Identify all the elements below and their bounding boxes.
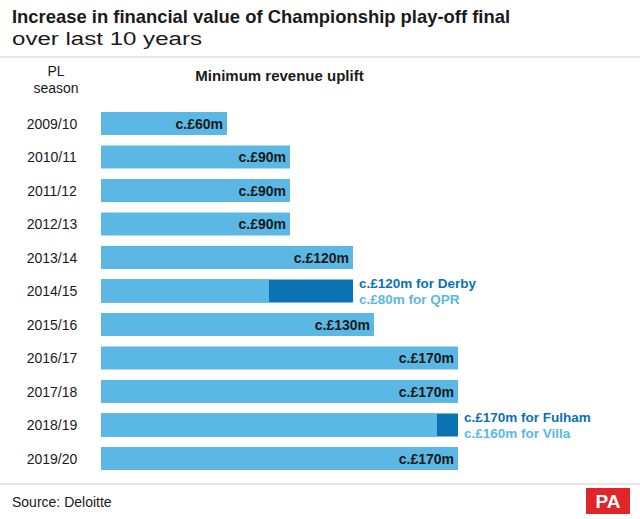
data-label: c.£170m bbox=[399, 350, 454, 366]
page: {"chart_data": { "type": "bar", "orienta… bbox=[0, 0, 640, 519]
data-label: c.£90m bbox=[239, 149, 286, 165]
bar bbox=[101, 146, 290, 169]
data-label: c.£80m for QPR bbox=[359, 292, 460, 307]
data-label: c.£160m for Villa bbox=[464, 426, 571, 441]
header-rule bbox=[0, 57, 640, 58]
bar bbox=[101, 246, 353, 269]
category-label: 2009/10 bbox=[27, 116, 78, 132]
bar bbox=[101, 112, 227, 135]
category-label: 2014/15 bbox=[27, 283, 78, 299]
bar bbox=[101, 380, 458, 403]
bar bbox=[101, 179, 290, 202]
data-label: c.£60m bbox=[176, 116, 223, 132]
category-label: 2012/13 bbox=[27, 216, 78, 232]
category-label: 2018/19 bbox=[27, 417, 78, 433]
x-axis-label: Minimum revenue uplift bbox=[195, 67, 363, 84]
category-label: 2019/20 bbox=[27, 451, 78, 467]
bar bbox=[101, 414, 437, 437]
footer-rule bbox=[0, 484, 640, 485]
category-label: 2010/11 bbox=[27, 149, 77, 165]
bar bbox=[101, 414, 458, 437]
bar bbox=[101, 313, 374, 336]
y-axis-label-line: PL bbox=[47, 63, 64, 79]
bar bbox=[101, 213, 290, 236]
y-axis-label-line: season bbox=[33, 80, 78, 96]
logo-box bbox=[586, 488, 630, 514]
bars bbox=[101, 112, 458, 470]
data-label: c.£170m bbox=[399, 451, 454, 467]
bar bbox=[101, 280, 353, 303]
bar bbox=[101, 280, 269, 303]
data-label: c.£170m for Fulham bbox=[464, 410, 591, 425]
logo: PA bbox=[596, 491, 621, 512]
data-label: c.£90m bbox=[239, 183, 286, 199]
bar bbox=[101, 347, 458, 370]
y-axis-label: PLseason bbox=[33, 63, 78, 96]
data-label: c.£120m bbox=[294, 250, 349, 266]
subtitle: over last 10 years bbox=[12, 29, 202, 49]
category-label: 2016/17 bbox=[27, 350, 78, 366]
chart: Increase in financial value of Champions… bbox=[0, 0, 640, 519]
category-label: 2011/12 bbox=[27, 183, 77, 199]
source: Source: Deloitte bbox=[12, 494, 112, 510]
data-label: c.£170m bbox=[399, 384, 454, 400]
bar bbox=[101, 447, 458, 470]
category-label: 2015/16 bbox=[27, 317, 78, 333]
data-label: c.£120m for Derby bbox=[359, 276, 477, 291]
title: Increase in financial value of Champions… bbox=[12, 6, 510, 27]
background bbox=[0, 0, 640, 519]
data-label: c.£90m bbox=[239, 216, 286, 232]
category-label: 2013/14 bbox=[27, 250, 78, 266]
category-label: 2017/18 bbox=[27, 384, 78, 400]
data-label: c.£130m bbox=[315, 317, 370, 333]
